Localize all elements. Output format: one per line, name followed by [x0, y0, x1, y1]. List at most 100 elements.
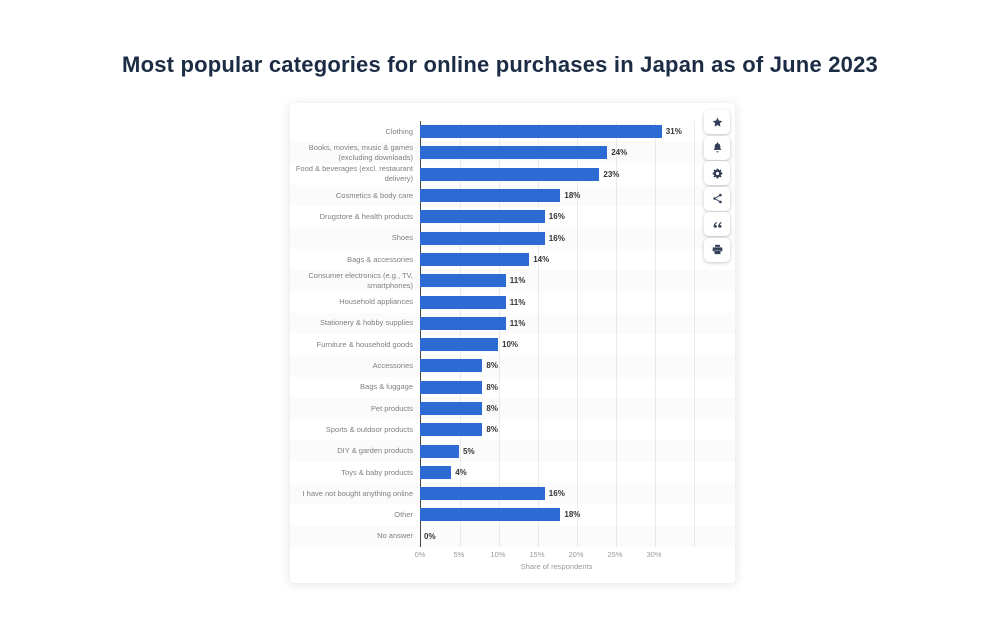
- bar-row: Furniture & household goods 10%: [290, 334, 735, 355]
- bar[interactable]: [420, 167, 600, 181]
- tick-label: 0%: [414, 549, 426, 559]
- bar-track: 18%: [420, 504, 693, 525]
- bar-track: 10%: [420, 334, 693, 355]
- bar-track: 8%: [420, 419, 693, 440]
- bar[interactable]: [420, 252, 530, 266]
- bar-track: 0%: [420, 526, 693, 547]
- bar-track: 14%: [420, 249, 693, 270]
- category-label: Stationery & hobby supplies: [320, 318, 413, 328]
- bar-row: Accessories 8%: [290, 355, 735, 376]
- value-label: 31%: [665, 127, 682, 137]
- x-axis-label: Share of respondents: [520, 561, 593, 571]
- value-label: 18%: [564, 510, 581, 520]
- bar-track: 5%: [420, 440, 693, 461]
- bar-track: 16%: [420, 206, 693, 227]
- printer-icon: [712, 244, 723, 255]
- bar-row: Bags & accessories 14%: [290, 249, 735, 270]
- category-label: Cosmetics & body care: [335, 190, 413, 200]
- notification-button[interactable]: [704, 135, 730, 160]
- bar-row: Cosmetics & body care 18%: [290, 185, 735, 206]
- bar-row: No answer 0%: [290, 526, 735, 547]
- bar-track: 4%: [420, 462, 693, 483]
- category-label: Sports & outdoor products: [325, 424, 413, 434]
- category-label: Accessories: [372, 361, 413, 371]
- bar[interactable]: [420, 274, 506, 288]
- bar[interactable]: [420, 402, 483, 415]
- bar-row: Consumer electronics (e.g., TV, smartpho…: [290, 270, 735, 291]
- bar-row: Toys & baby products 4%: [290, 462, 735, 483]
- bar[interactable]: [420, 487, 545, 501]
- category-label: No answer: [377, 531, 413, 541]
- bar-row: Stationery & hobby supplies 11%: [290, 313, 735, 334]
- value-label: 4%: [455, 467, 467, 477]
- category-label: Bags & accessories: [347, 254, 413, 264]
- bar-track: 31%: [420, 121, 693, 142]
- print-button[interactable]: [704, 237, 730, 262]
- value-label: 11%: [509, 276, 526, 286]
- bar-row: Other 18%: [290, 504, 735, 525]
- value-label: 16%: [548, 489, 565, 499]
- page-title: Most popular categories for online purch…: [122, 52, 878, 77]
- bar[interactable]: [420, 508, 561, 522]
- settings-button[interactable]: [704, 161, 730, 185]
- value-label: 0%: [424, 531, 436, 541]
- bar-track: 8%: [420, 377, 693, 398]
- bar-row: Shoes 16%: [290, 227, 735, 248]
- tick-label: 10%: [490, 549, 506, 559]
- bar-track: 8%: [420, 355, 693, 376]
- bar[interactable]: [420, 444, 459, 458]
- value-label: 14%: [533, 254, 550, 264]
- star-icon: [712, 117, 723, 128]
- value-label: 24%: [611, 148, 628, 158]
- bar[interactable]: [420, 210, 545, 224]
- bar-rows: Clothing 31% Books, movies, music & games …: [290, 121, 735, 547]
- category-label: Toys & baby products: [341, 467, 413, 477]
- category-label: Clothing: [385, 126, 413, 136]
- bar-track: 11%: [420, 270, 693, 291]
- bar[interactable]: [420, 338, 498, 352]
- category-label: Books, movies, music & games (excluding …: [308, 143, 413, 162]
- value-label: 10%: [502, 340, 519, 350]
- bar[interactable]: [420, 423, 483, 437]
- tick-label: 15%: [529, 549, 545, 559]
- value-label: 18%: [564, 191, 581, 201]
- tick-label: 20%: [568, 549, 584, 559]
- bar-row: I have not bought anything online 16%: [290, 483, 735, 504]
- bar[interactable]: [420, 146, 608, 160]
- bar-row: Drugstore & health products 16%: [290, 206, 735, 227]
- category-label: Drugstore & health products: [319, 211, 413, 221]
- chart-body: Clothing 31% Books, movies, music & games …: [290, 103, 735, 583]
- bar[interactable]: [420, 359, 483, 373]
- cite-button[interactable]: [704, 212, 730, 236]
- category-label: Bags & luggage: [360, 382, 413, 392]
- share-icon: [712, 193, 723, 204]
- gear-icon: [712, 168, 723, 179]
- bar[interactable]: [420, 125, 662, 139]
- bar-row: Clothing 31%: [290, 121, 735, 142]
- x-axis-ticks: 0% 5% 10% 15% 20% 25% 30%: [415, 549, 693, 561]
- chart-toolbar: [704, 110, 731, 263]
- bar[interactable]: [420, 465, 452, 479]
- category-label: Pet products: [370, 403, 413, 413]
- quote-icon: [712, 219, 723, 230]
- value-label: 11%: [509, 318, 526, 328]
- bar[interactable]: [420, 380, 483, 394]
- share-button[interactable]: [704, 186, 730, 211]
- bar-track: 16%: [420, 227, 693, 248]
- value-label: 16%: [548, 212, 565, 222]
- category-label: Furniture & household goods: [316, 339, 413, 349]
- value-label: 8%: [486, 382, 498, 392]
- bar[interactable]: [420, 316, 506, 330]
- bar[interactable]: [420, 189, 561, 203]
- bar[interactable]: [420, 295, 506, 309]
- favorite-button[interactable]: [704, 110, 730, 134]
- category-label: Food & beverages (excl. restaurant deliv…: [295, 164, 413, 184]
- category-label: Shoes: [391, 233, 413, 243]
- bar-track: 16%: [420, 483, 693, 504]
- bar[interactable]: [420, 231, 545, 245]
- category-label: DIY & garden products: [337, 446, 413, 456]
- value-label: 8%: [486, 425, 498, 435]
- category-label: Consumer electronics (e.g., TV, smartpho…: [308, 270, 413, 290]
- category-label: Household appliances: [339, 297, 413, 307]
- tick-label: 25%: [607, 549, 623, 559]
